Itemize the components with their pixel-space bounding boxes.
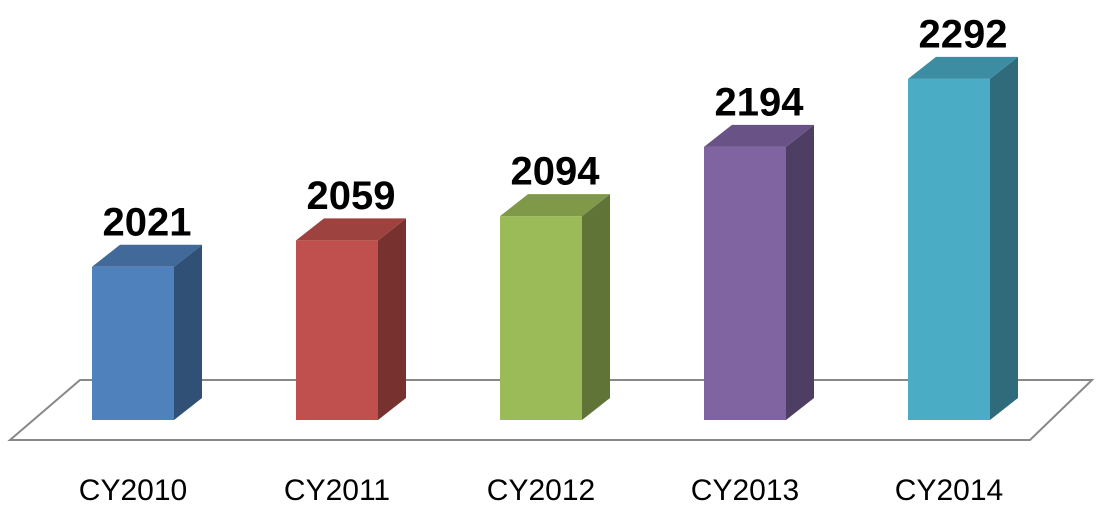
bar	[704, 124, 814, 421]
bar-side	[378, 218, 406, 420]
bar-top	[296, 218, 406, 241]
data-label: 2094	[511, 150, 601, 194]
bar	[908, 56, 1018, 420]
x-tick-label: CY2011	[284, 474, 390, 507]
data-label: 2292	[919, 12, 1008, 56]
bar-side	[174, 244, 202, 420]
bar-side	[582, 194, 610, 420]
bar-front	[296, 240, 378, 420]
bar-top	[908, 56, 1018, 79]
bar	[500, 194, 610, 420]
x-tick-label: CY2014	[895, 474, 1003, 507]
bar-side	[786, 124, 814, 421]
data-label: 2021	[103, 200, 192, 244]
bar-side	[990, 56, 1018, 420]
bar-top	[500, 194, 610, 217]
bar	[296, 218, 406, 420]
bar-front	[500, 216, 582, 420]
data-label: 2059	[307, 174, 396, 218]
bar	[92, 244, 202, 420]
bar-top	[704, 124, 814, 147]
x-tick-label: CY2012	[487, 474, 595, 507]
bar-top	[92, 244, 202, 267]
data-label: 2194	[715, 80, 805, 124]
x-tick-label: CY2013	[691, 474, 799, 507]
x-tick-label: CY2010	[79, 474, 187, 507]
bar-front	[704, 146, 786, 420]
bar-front	[908, 78, 990, 420]
bar-front	[92, 266, 174, 420]
